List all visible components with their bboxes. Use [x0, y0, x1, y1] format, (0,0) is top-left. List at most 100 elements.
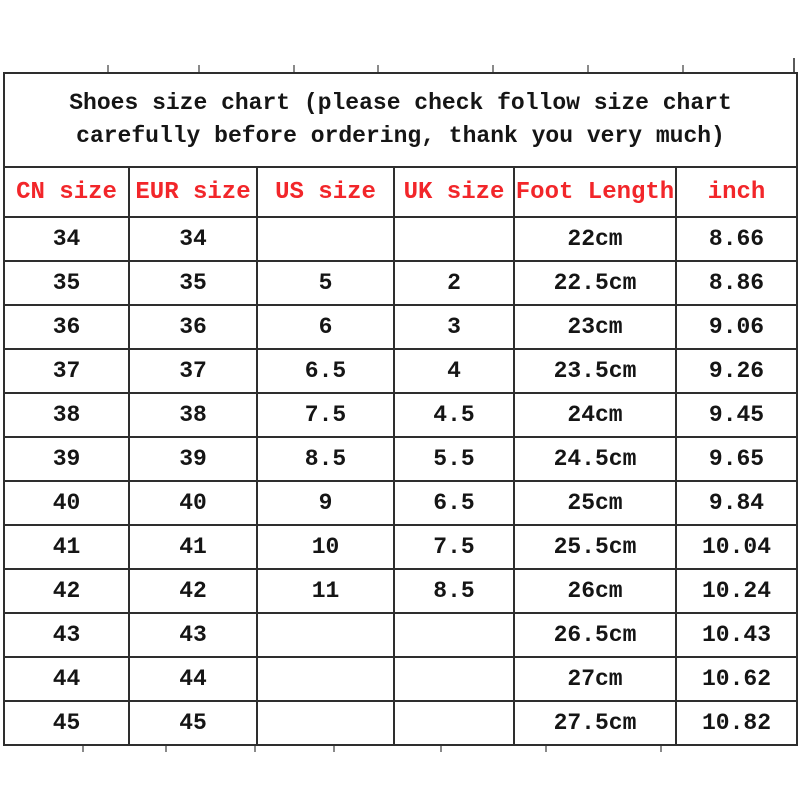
- table-cell: 5: [256, 260, 395, 306]
- table-cell: 2: [393, 260, 515, 306]
- table-row: 38 38 7.5 4.5 24cm 9.45: [3, 392, 799, 438]
- grid-artifact-tick: [587, 65, 589, 72]
- grid-artifact-tick: [107, 65, 109, 72]
- table-row: 42 42 11 8.5 26cm 10.24: [3, 568, 799, 614]
- table-cell: [393, 216, 515, 262]
- table-cell: 38: [3, 392, 130, 438]
- grid-artifact-tick: [682, 65, 684, 72]
- column-header-inch: inch: [674, 166, 799, 218]
- table-cell: 42: [3, 568, 130, 614]
- table-cell: 4.5: [393, 392, 515, 438]
- table-cell: 9.84: [674, 480, 799, 526]
- table-cell: 5.5: [393, 436, 515, 482]
- table-row: 39 39 8.5 5.5 24.5cm 9.65: [3, 436, 799, 482]
- table-row: 34 34 22cm 8.66: [3, 216, 799, 262]
- table-cell: 6: [256, 304, 395, 350]
- table-cell: 8.5: [256, 436, 395, 482]
- table-cell: 39: [128, 436, 258, 482]
- column-header-foot-length: Foot Length: [513, 166, 677, 218]
- grid-artifact-tick: [492, 65, 494, 72]
- table-cell: 34: [3, 216, 130, 262]
- table-cell: [393, 656, 515, 702]
- table-cell: 27cm: [513, 656, 677, 702]
- table-cell: [393, 700, 515, 746]
- table-cell: 10.62: [674, 656, 799, 702]
- chart-title: Shoes size chart (please check follow si…: [2, 72, 799, 168]
- column-header-cn-size: CN size: [3, 166, 130, 218]
- table-cell: 22.5cm: [513, 260, 677, 306]
- table-cell: 7.5: [256, 392, 395, 438]
- table-cell: 10: [256, 524, 395, 570]
- table-row: 44 44 27cm 10.62: [3, 656, 799, 702]
- grid-artifact-tick: [254, 746, 256, 752]
- table-cell: 26.5cm: [513, 612, 677, 658]
- table-cell: 22cm: [513, 216, 677, 262]
- table-row: 41 41 10 7.5 25.5cm 10.04: [3, 524, 799, 570]
- grid-artifact-tick: [377, 65, 379, 72]
- table-cell: 8.5: [393, 568, 515, 614]
- table-cell: 9.65: [674, 436, 799, 482]
- title-row: Shoes size chart (please check follow si…: [2, 72, 799, 168]
- table-row: 37 37 6.5 4 23.5cm 9.26: [3, 348, 799, 394]
- table-cell: 43: [128, 612, 258, 658]
- table-cell: 38: [128, 392, 258, 438]
- table-cell: 9.26: [674, 348, 799, 394]
- table-cell: [393, 612, 515, 658]
- table-cell: 25cm: [513, 480, 677, 526]
- table-cell: 40: [3, 480, 130, 526]
- table-cell: 23.5cm: [513, 348, 677, 394]
- table-cell: 6.5: [393, 480, 515, 526]
- table-cell: 41: [128, 524, 258, 570]
- size-chart-table: Shoes size chart (please check follow si…: [2, 72, 799, 746]
- table-cell: 45: [3, 700, 130, 746]
- table-cell: 4: [393, 348, 515, 394]
- table-cell: 26cm: [513, 568, 677, 614]
- grid-artifact-tick: [333, 746, 335, 752]
- grid-artifact-tick: [82, 746, 84, 752]
- table-body: 34 34 22cm 8.66 35 35 5 2 22.5cm 8.86 36 36 6 3 23cm 9.…: [3, 216, 799, 746]
- grid-artifact-tick: [440, 746, 442, 752]
- table-cell: 11: [256, 568, 395, 614]
- table-cell: 44: [3, 656, 130, 702]
- table-cell: 27.5cm: [513, 700, 677, 746]
- column-header-uk-size: UK size: [393, 166, 515, 218]
- table-cell: [256, 612, 395, 658]
- table-cell: 9: [256, 480, 395, 526]
- table-cell: 41: [3, 524, 130, 570]
- table-row: 45 45 27.5cm 10.82: [3, 700, 799, 746]
- table-cell: 37: [3, 348, 130, 394]
- grid-artifact-tick: [165, 746, 167, 752]
- table-cell: [256, 656, 395, 702]
- table-cell: [256, 216, 395, 262]
- table-cell: 35: [128, 260, 258, 306]
- table-cell: 7.5: [393, 524, 515, 570]
- table-cell: 10.82: [674, 700, 799, 746]
- table-row: 36 36 6 3 23cm 9.06: [3, 304, 799, 350]
- table-cell: 42: [128, 568, 258, 614]
- table-row: 35 35 5 2 22.5cm 8.86: [3, 260, 799, 306]
- table-cell: 43: [3, 612, 130, 658]
- table-cell: 8.66: [674, 216, 799, 262]
- table-cell: 34: [128, 216, 258, 262]
- table-cell: 9.45: [674, 392, 799, 438]
- grid-artifact-tick: [198, 65, 200, 72]
- table-cell: 24.5cm: [513, 436, 677, 482]
- table-cell: [256, 700, 395, 746]
- grid-artifact-tick: [293, 65, 295, 72]
- table-cell: 36: [3, 304, 130, 350]
- table-row: 43 43 26.5cm 10.43: [3, 612, 799, 658]
- table-cell: 25.5cm: [513, 524, 677, 570]
- table-cell: 24cm: [513, 392, 677, 438]
- table-cell: 40: [128, 480, 258, 526]
- table-cell: 10.43: [674, 612, 799, 658]
- table-row: 40 40 9 6.5 25cm 9.84: [3, 480, 799, 526]
- chart-title-line2: carefully before ordering, thank you ver…: [76, 123, 725, 149]
- chart-title-line1: Shoes size chart (please check follow si…: [69, 90, 732, 116]
- table-cell: 36: [128, 304, 258, 350]
- table-cell: 3: [393, 304, 515, 350]
- grid-artifact-tick: [793, 58, 795, 72]
- table-cell: 9.06: [674, 304, 799, 350]
- table-cell: 10.04: [674, 524, 799, 570]
- grid-artifact-tick: [660, 746, 662, 752]
